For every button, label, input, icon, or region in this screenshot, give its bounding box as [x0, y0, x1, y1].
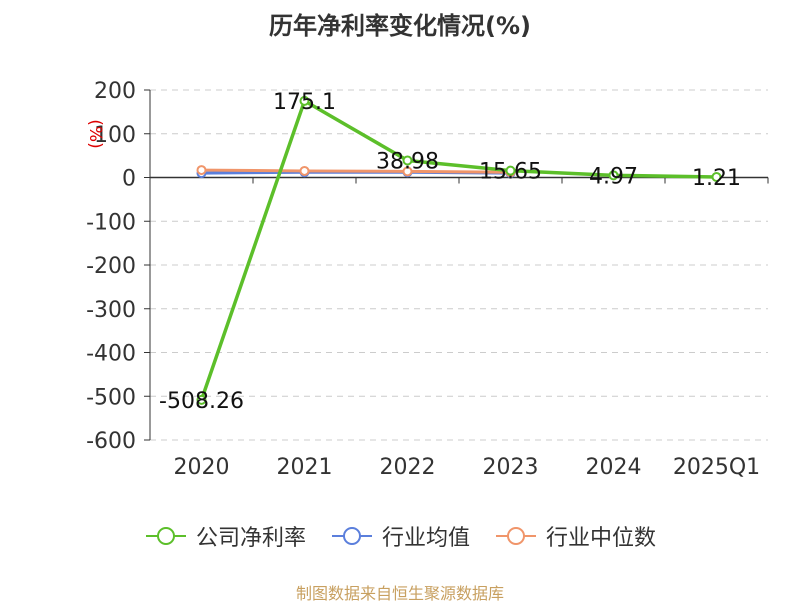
data-point: [402, 155, 413, 166]
legend-company-label: 公司净利率: [195, 526, 306, 551]
data-point: [196, 165, 207, 176]
data-point: [196, 394, 207, 405]
data-label: -508.26: [159, 389, 244, 414]
y-tick-label: -600: [86, 429, 136, 454]
series-line-0: [199, 99, 717, 401]
data-label: 38.98: [376, 149, 439, 174]
y-tick-label: 100: [94, 123, 136, 148]
x-tick-label: 2020: [174, 455, 230, 480]
legend-industry-median-marker: [496, 527, 536, 545]
legend-industry-avg-marker: [331, 527, 372, 545]
data-label: 4.97: [589, 164, 638, 189]
legend: 公司净利率 行业均值 行业中位数: [0, 520, 800, 552]
label-layer: -508.26 175.1 38.98 15.65 4.97 1.21: [159, 90, 741, 414]
y-tick-label: -400: [86, 342, 136, 367]
x-tick-label: 2021: [277, 455, 333, 480]
grid-layer: [150, 89, 768, 441]
data-point: [299, 165, 310, 176]
y-tick-label: -500: [86, 385, 136, 410]
y-tick-label: -100: [86, 210, 136, 235]
source-footer: 制图数据来自恒生聚源数据库: [295, 584, 504, 603]
chart-title: 历年净利率变化情况(%): [269, 12, 531, 40]
data-point: [711, 171, 722, 182]
series-line-2: [201, 168, 511, 174]
data-point: [505, 165, 516, 176]
legend-industry-avg-label: 行业均值: [381, 526, 470, 551]
x-tick-label: 2023: [483, 455, 539, 480]
legend-item-industry-avg[interactable]: 行业均值: [330, 520, 470, 552]
y-tick-label: -300: [86, 298, 136, 323]
line-chart: 200 100 0 -100 -200 -300 -400 -500 -600 (%) 2020 20…: [85, 79, 769, 480]
y-tick-label: -200: [86, 254, 136, 279]
x-tick-label: 2024: [586, 455, 642, 480]
data-label: 175.1: [273, 90, 336, 115]
y-tick-label: 200: [94, 79, 136, 104]
data-point: [608, 170, 619, 181]
legend-item-industry-median[interactable]: 行业中位数: [494, 520, 656, 552]
y-axis-label: (%): [85, 119, 105, 148]
data-point: [299, 95, 310, 106]
y-tick-label: 0: [122, 167, 136, 192]
legend-item-company[interactable]: 公司净利率: [144, 520, 306, 552]
x-tick-label: 2022: [380, 455, 436, 480]
data-point: [402, 166, 413, 177]
x-tick-label: 2025Q1: [673, 455, 760, 480]
data-label: 15.65: [479, 160, 542, 185]
legend-industry-median-label: 行业中位数: [546, 526, 657, 551]
axis-layer: 200 100 0 -100 -200 -300 -400 -500 -600 (%) 2020 20…: [85, 79, 769, 480]
series-layer: [196, 95, 722, 405]
data-label: 1.21: [692, 166, 741, 191]
legend-company-marker: [145, 527, 186, 545]
